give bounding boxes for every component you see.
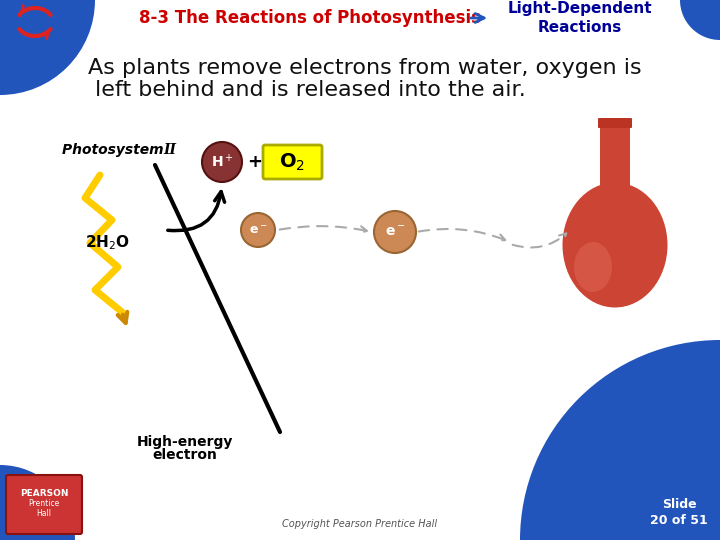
Text: e$^-$: e$^-$ <box>384 225 405 239</box>
Text: H$^+$: H$^+$ <box>211 153 233 171</box>
Text: Prentice: Prentice <box>28 500 60 509</box>
Text: High-energy: High-energy <box>137 435 233 449</box>
Text: O$_2$: O$_2$ <box>279 151 305 173</box>
Circle shape <box>202 142 242 182</box>
Wedge shape <box>0 465 75 540</box>
FancyBboxPatch shape <box>598 118 632 128</box>
Text: 2H$_2$O: 2H$_2$O <box>86 234 130 252</box>
Text: Copyright Pearson Prentice Hall: Copyright Pearson Prentice Hall <box>282 519 438 529</box>
FancyBboxPatch shape <box>643 492 715 534</box>
Wedge shape <box>0 0 95 95</box>
Text: Slide
20 of 51: Slide 20 of 51 <box>650 498 708 528</box>
Ellipse shape <box>574 242 612 292</box>
Text: 8-3 The Reactions of Photosynthesis: 8-3 The Reactions of Photosynthesis <box>139 9 481 27</box>
Text: Hall: Hall <box>37 509 52 517</box>
Text: e$^-$: e$^-$ <box>248 224 267 237</box>
Circle shape <box>374 211 416 253</box>
FancyBboxPatch shape <box>263 145 322 179</box>
FancyArrowPatch shape <box>471 14 484 23</box>
Ellipse shape <box>562 183 667 307</box>
Text: II: II <box>163 143 176 157</box>
Text: PEARSON: PEARSON <box>19 489 68 498</box>
FancyBboxPatch shape <box>600 121 630 198</box>
FancyBboxPatch shape <box>6 475 82 534</box>
Text: electron: electron <box>153 448 217 462</box>
Circle shape <box>241 213 275 247</box>
Text: Photosystem: Photosystem <box>62 143 168 157</box>
Wedge shape <box>520 340 720 540</box>
FancyArrowPatch shape <box>513 233 566 247</box>
Text: +: + <box>248 153 263 171</box>
Text: left behind and is released into the air.: left behind and is released into the air… <box>94 80 526 100</box>
Text: As plants remove electrons from water, oxygen is: As plants remove electrons from water, o… <box>88 58 642 78</box>
Text: Light-Dependent
Reactions: Light-Dependent Reactions <box>508 1 652 35</box>
FancyArrowPatch shape <box>168 192 225 231</box>
Wedge shape <box>680 0 720 40</box>
FancyArrowPatch shape <box>419 229 505 241</box>
FancyArrowPatch shape <box>280 226 367 233</box>
